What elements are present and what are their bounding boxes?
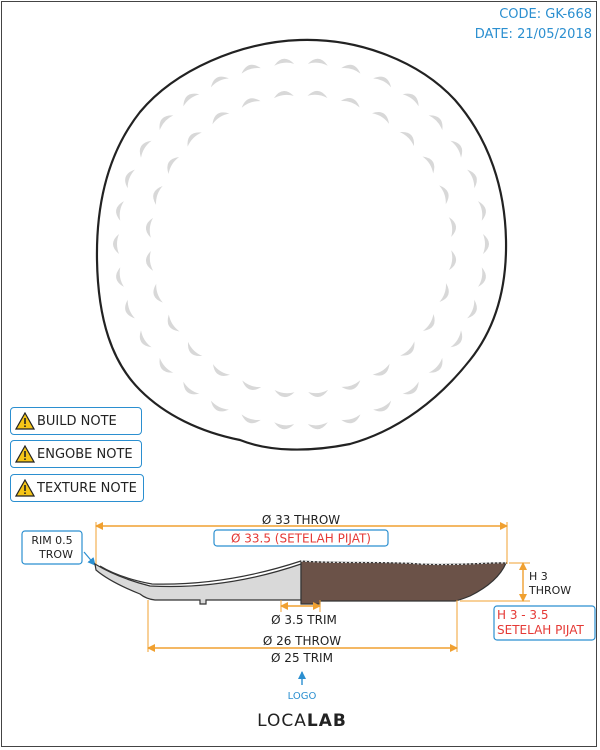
dimple-mark — [372, 112, 390, 124]
dimple-mark — [274, 390, 295, 398]
logo-caption: LOGO — [288, 691, 317, 702]
dimple-mark — [187, 132, 202, 147]
dimple-mark — [139, 330, 152, 348]
plate-section-right — [300, 560, 507, 605]
dimple-mark — [478, 267, 486, 287]
rim-leader — [83, 551, 96, 566]
texture-note-button[interactable]: TEXTURE NOTE — [10, 474, 144, 502]
height-throw-line1: H 3 — [529, 570, 548, 583]
dimple-mark — [183, 381, 200, 395]
logo-text-left: LOCA — [257, 711, 307, 731]
texture-note-label: TEXTURE NOTE — [37, 480, 137, 496]
dimple-mark — [422, 313, 435, 331]
warning-icon — [15, 445, 35, 463]
top-pijat-box — [213, 529, 389, 547]
dimple-mark — [159, 115, 174, 131]
dimple-mark — [210, 400, 229, 412]
rim-label-line2: TROW — [38, 548, 73, 561]
code-label: CODE: GK-668 — [499, 7, 592, 22]
dimple-mark — [116, 267, 124, 287]
dimple-mark — [241, 98, 261, 108]
dimple-mark — [116, 201, 124, 221]
warning-icon — [15, 479, 35, 497]
dimple-mark — [242, 380, 262, 390]
dimple-mark — [373, 400, 392, 412]
dimple-mark — [402, 93, 419, 107]
height-pijat-line1: H 3 - 3.5 — [497, 608, 549, 622]
dimple-mark — [372, 363, 390, 376]
dimple-mark — [439, 283, 449, 303]
cross-section-view: Ø 33 THROW Ø 33.5 (SETELAH PIJAT) RIM 0.… — [21, 513, 596, 731]
dimple-mark — [167, 314, 180, 332]
dimple-mark — [167, 157, 180, 175]
height-pijat-box — [493, 605, 596, 641]
dimple-mark — [183, 93, 200, 107]
dimple-mark — [450, 330, 463, 348]
dimple-mark — [467, 169, 477, 189]
top-throw-label: Ø 33 THROW — [262, 513, 340, 527]
dimple-mark — [428, 115, 443, 131]
dimple-mark — [125, 169, 135, 189]
warning-icon — [15, 412, 35, 430]
dimple-mark — [340, 98, 360, 108]
dimple-mark — [274, 422, 295, 430]
dimple-mark — [187, 341, 203, 357]
plate-top-view — [95, 38, 508, 451]
dimple-mark — [212, 364, 230, 376]
dimple-mark — [307, 90, 328, 98]
dimple-mark — [341, 380, 361, 390]
dimple-mark — [139, 140, 152, 158]
rim-callout-box — [21, 530, 83, 565]
dimple-mark — [467, 299, 477, 319]
dimple-mark — [145, 217, 154, 238]
dimple-mark — [307, 422, 328, 430]
dimple-mark — [483, 234, 489, 254]
dimple-mark — [212, 112, 230, 125]
date-label: DATE: 21/05/2018 — [474, 27, 592, 42]
dimple-mark — [307, 58, 328, 66]
dimple-mark — [241, 64, 261, 74]
bottom-throw-label: Ø 26 THROW — [263, 634, 341, 648]
height-throw-line2: THROW — [528, 584, 571, 597]
dimple-mark — [210, 76, 229, 88]
height-pijat-line2: SETELAH PIJAT — [497, 623, 585, 637]
dimple-mark — [478, 201, 486, 221]
dimple-mark — [308, 389, 329, 398]
dimple-mark — [428, 357, 443, 373]
bottom-trim-label: Ø 25 TRIM — [271, 651, 333, 665]
engobe-note-label: ENGOBE NOTE — [37, 446, 133, 462]
plate-outline — [95, 38, 508, 451]
dimple-mark — [241, 414, 261, 424]
dimple-mark — [273, 90, 294, 99]
dimple-texture — [113, 58, 489, 430]
build-note-button[interactable]: BUILD NOTE — [10, 407, 142, 435]
dimple-mark — [125, 299, 135, 319]
dimple-mark — [159, 357, 174, 373]
dimple-mark — [153, 283, 163, 303]
dimple-mark — [450, 140, 463, 158]
dimple-mark — [400, 341, 415, 356]
dimple-mark — [113, 234, 119, 254]
dimple-mark — [448, 250, 457, 271]
dimple-mark — [448, 217, 457, 238]
dimple-mark — [145, 250, 154, 271]
build-note-label: BUILD NOTE — [37, 413, 117, 429]
dimple-mark — [439, 185, 449, 205]
dimple-mark — [153, 185, 163, 205]
dimple-mark — [399, 131, 415, 147]
dimple-mark — [402, 381, 419, 395]
dimple-mark — [341, 414, 361, 424]
dimple-mark — [341, 64, 361, 74]
dimple-mark — [422, 156, 435, 174]
logo-text-right: LAB — [307, 711, 347, 731]
rim-label-line1: RIM 0.5 — [31, 534, 72, 547]
dimple-mark — [274, 58, 295, 66]
dimple-mark — [373, 76, 392, 88]
foot-trim-label: Ø 3.5 TRIM — [271, 613, 337, 627]
engobe-note-button[interactable]: ENGOBE NOTE — [10, 440, 142, 468]
brand-logo: LOCALAB — [257, 711, 347, 731]
top-pijat-label: Ø 33.5 (SETELAH PIJAT) — [231, 532, 371, 546]
